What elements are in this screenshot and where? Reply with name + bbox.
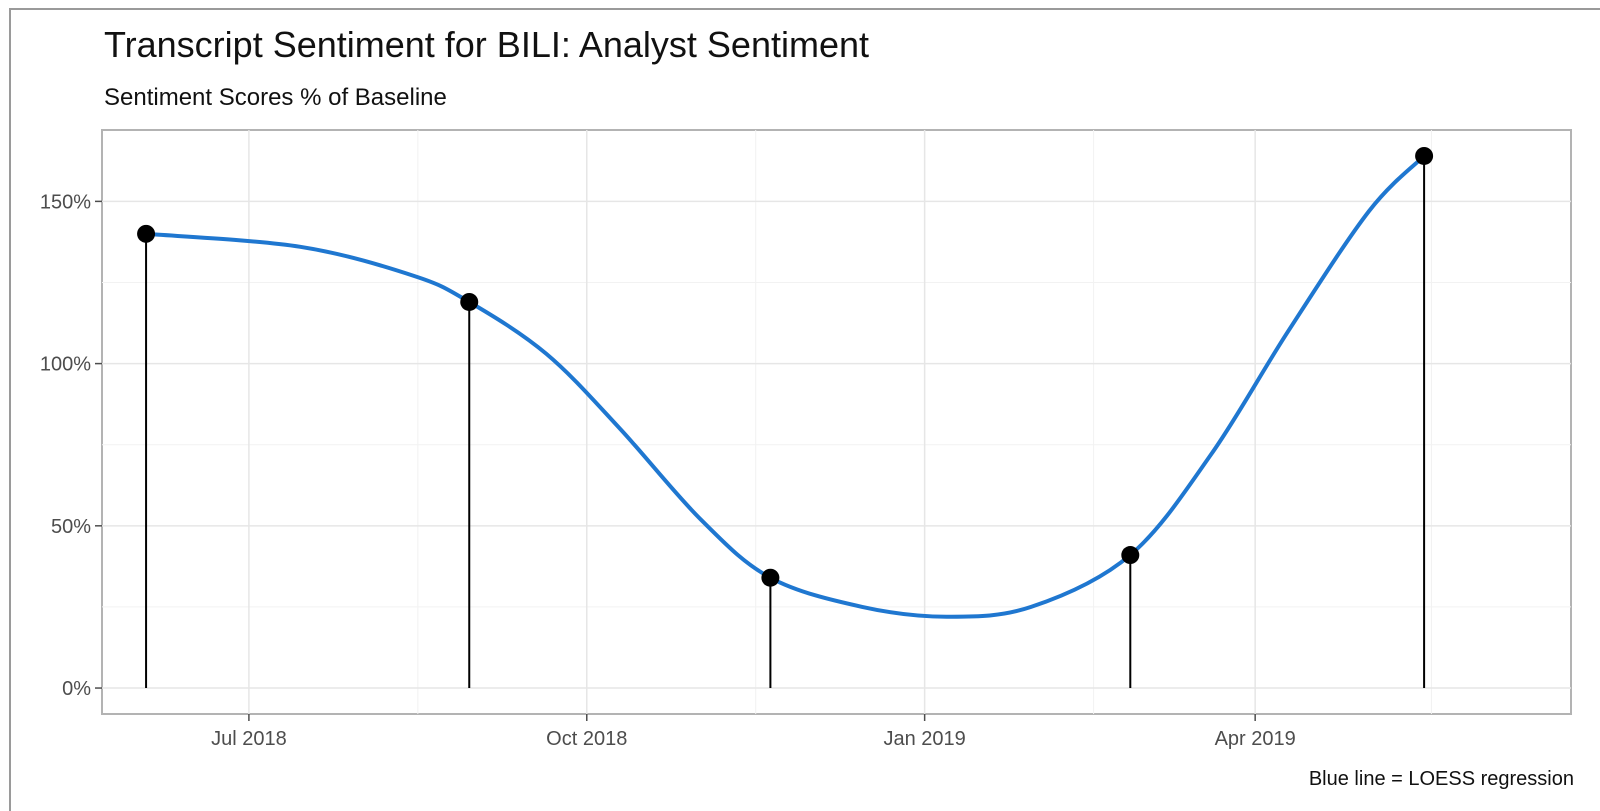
x-tick-label: Jul 2018 (211, 728, 287, 750)
chart-caption: Blue line = LOESS regression (1308, 768, 1574, 790)
frame-left-border (9, 8, 11, 811)
x-axis-labels: Jul 2018 Oct 2018 Jan 2019 Apr 2019 (211, 728, 1296, 750)
x-tick-label: Apr 2019 (1215, 728, 1296, 750)
stem-lines (145, 155, 1426, 689)
data-point (1121, 546, 1140, 565)
data-point (137, 224, 156, 243)
data-point (761, 568, 780, 587)
major-gridlines (102, 130, 1571, 714)
y-tick-label: 150% (40, 191, 91, 213)
axis-ticks (95, 200, 1256, 721)
chart-subtitle: Sentiment Scores % of Baseline (104, 84, 447, 111)
minor-gridlines (102, 130, 1571, 714)
data-point (1415, 146, 1434, 165)
data-points (137, 146, 1434, 587)
loess-regression-line (144, 154, 1427, 619)
plot-panel (101, 129, 1572, 715)
y-axis-labels: 0% 50% 100% 150% (40, 191, 91, 700)
y-tick-label: 50% (51, 516, 91, 538)
frame-top-border (9, 8, 1600, 10)
x-tick-label: Jan 2019 (883, 728, 965, 750)
data-point (460, 292, 479, 311)
x-tick-label: Oct 2018 (546, 728, 627, 750)
chart-title: Transcript Sentiment for BILI: Analyst S… (104, 24, 869, 65)
y-tick-label: 100% (40, 354, 91, 376)
y-tick-label: 0% (62, 678, 91, 700)
